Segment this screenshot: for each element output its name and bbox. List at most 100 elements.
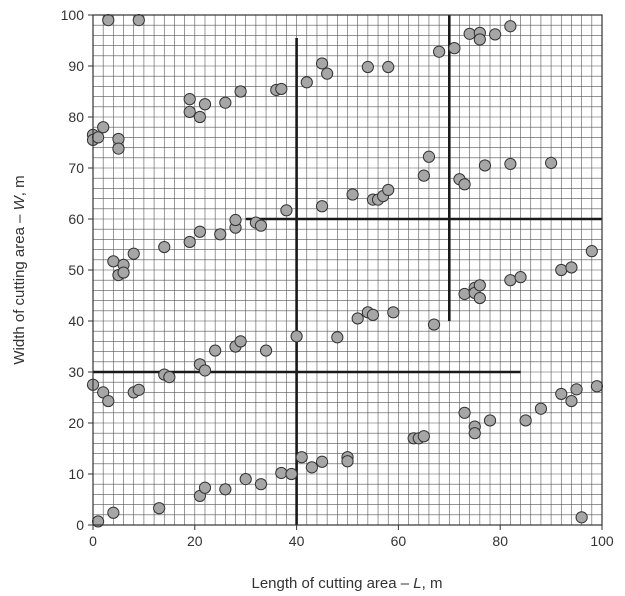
data-point	[382, 183, 395, 197]
data-point	[555, 263, 568, 277]
data-point	[504, 157, 517, 171]
data-point	[315, 455, 329, 468]
y-axis-label: Width of cutting area – W, m	[11, 175, 28, 364]
data-point	[483, 414, 497, 427]
data-point	[473, 279, 486, 292]
y-tick-label: 10	[68, 466, 84, 482]
data-point	[590, 380, 604, 393]
x-tick-label: 60	[391, 533, 407, 549]
data-point	[193, 110, 206, 124]
y-tick-label: 30	[68, 364, 84, 380]
y-tick-label: 70	[68, 160, 84, 176]
data-point	[275, 82, 288, 96]
data-point	[300, 76, 313, 89]
y-tick-label: 20	[68, 415, 84, 431]
data-point	[458, 287, 471, 301]
data-point	[229, 213, 242, 227]
data-point	[219, 96, 232, 109]
data-point	[458, 406, 471, 419]
data-point	[290, 330, 303, 343]
data-point	[575, 511, 588, 524]
data-point	[183, 235, 196, 249]
y-tick-label: 40	[68, 313, 84, 329]
data-point	[514, 271, 527, 284]
data-point	[504, 274, 517, 287]
x-tick-label: 80	[492, 533, 508, 549]
data-point	[112, 142, 125, 155]
data-point	[570, 383, 583, 396]
data-point	[315, 57, 329, 70]
data-point	[427, 318, 441, 331]
data-point	[127, 247, 140, 260]
data-point	[433, 45, 446, 58]
data-point	[214, 228, 227, 241]
data-point	[285, 467, 298, 481]
x-tick-label: 100	[590, 533, 614, 549]
y-tick-label: 80	[68, 109, 84, 125]
data-point	[555, 387, 568, 401]
data-point	[565, 394, 578, 408]
data-point	[458, 178, 471, 191]
data-point	[315, 200, 329, 213]
y-tick-label: 0	[76, 517, 84, 533]
data-point	[234, 335, 247, 348]
x-tick-label: 20	[187, 533, 203, 549]
data-point	[473, 33, 486, 46]
data-point	[585, 245, 598, 258]
data-point	[132, 14, 145, 27]
data-point	[504, 20, 517, 33]
data-point	[254, 219, 268, 232]
data-point	[183, 93, 196, 106]
data-point	[280, 204, 293, 217]
data-point	[478, 159, 492, 172]
data-point	[305, 461, 318, 474]
data-point	[163, 371, 176, 384]
data-point	[239, 473, 252, 486]
data-point	[158, 240, 171, 254]
y-tick-label: 50	[68, 262, 84, 278]
data-point	[341, 455, 354, 468]
data-point	[321, 67, 334, 80]
data-point	[422, 150, 436, 163]
y-axis-ticks: 0 10 20 30 40 50 60 70 80 90 100	[61, 7, 93, 533]
data-point	[489, 28, 502, 41]
y-tick-label: 60	[68, 211, 84, 227]
data-point	[331, 331, 344, 344]
data-point	[198, 364, 212, 377]
data-point	[219, 483, 232, 496]
data-point	[275, 466, 288, 480]
data-point	[254, 478, 268, 491]
data-point	[519, 414, 532, 427]
data-point	[234, 85, 247, 98]
x-tick-label: 0	[89, 533, 97, 549]
data-point	[468, 427, 481, 440]
x-axis-ticks: 0 20 40 60 80 100	[89, 525, 614, 549]
y-tick-label: 90	[68, 58, 84, 74]
data-point	[417, 430, 430, 443]
data-point	[361, 60, 374, 74]
data-point	[351, 312, 364, 325]
data-point	[198, 481, 212, 494]
data-point	[132, 383, 145, 396]
data-point	[209, 344, 222, 357]
data-point	[102, 394, 115, 408]
data-point	[417, 169, 430, 182]
data-point	[259, 344, 273, 357]
data-point	[107, 506, 120, 519]
data-point	[366, 308, 380, 321]
data-point	[473, 291, 486, 305]
data-point	[193, 225, 206, 238]
data-point	[97, 121, 110, 134]
data-point	[107, 255, 120, 268]
data-point	[102, 14, 115, 27]
data-point	[448, 42, 461, 55]
data-point	[346, 188, 359, 201]
data-point	[382, 60, 395, 74]
x-tick-label: 40	[289, 533, 305, 549]
y-tick-label: 100	[61, 7, 85, 23]
data-point	[387, 306, 400, 319]
data-point	[198, 98, 212, 111]
data-point	[295, 451, 308, 464]
data-point	[463, 27, 476, 40]
